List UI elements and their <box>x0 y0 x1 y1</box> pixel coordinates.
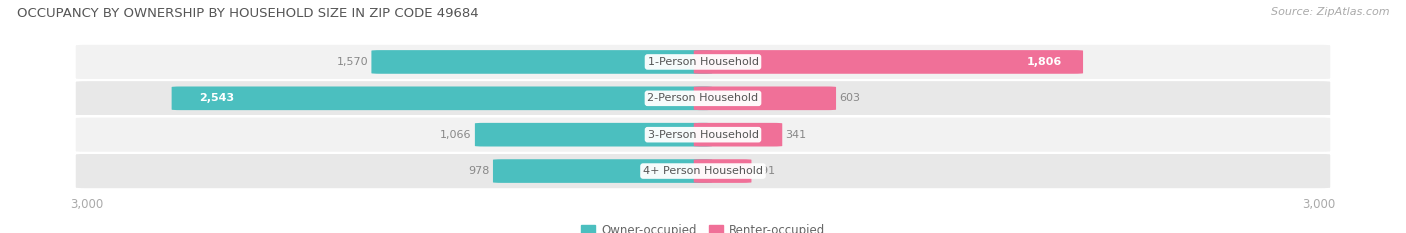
FancyBboxPatch shape <box>75 153 1331 189</box>
Text: 978: 978 <box>468 166 489 176</box>
FancyBboxPatch shape <box>75 116 1331 153</box>
Text: 1,806: 1,806 <box>1026 57 1062 67</box>
Legend: Owner-occupied, Renter-occupied: Owner-occupied, Renter-occupied <box>576 219 830 233</box>
Text: 3-Person Household: 3-Person Household <box>648 130 758 140</box>
FancyBboxPatch shape <box>75 80 1331 116</box>
FancyBboxPatch shape <box>475 123 713 147</box>
Text: OCCUPANCY BY OWNERSHIP BY HOUSEHOLD SIZE IN ZIP CODE 49684: OCCUPANCY BY OWNERSHIP BY HOUSEHOLD SIZE… <box>17 7 478 20</box>
Text: 341: 341 <box>786 130 807 140</box>
FancyBboxPatch shape <box>172 86 713 110</box>
Text: 1,570: 1,570 <box>336 57 368 67</box>
FancyBboxPatch shape <box>693 86 837 110</box>
Text: 603: 603 <box>839 93 860 103</box>
Text: 2,543: 2,543 <box>200 93 235 103</box>
FancyBboxPatch shape <box>371 50 713 74</box>
Text: 1,066: 1,066 <box>440 130 472 140</box>
FancyBboxPatch shape <box>693 159 751 183</box>
Text: 1-Person Household: 1-Person Household <box>648 57 758 67</box>
FancyBboxPatch shape <box>75 44 1331 80</box>
Text: Source: ZipAtlas.com: Source: ZipAtlas.com <box>1271 7 1389 17</box>
Text: 191: 191 <box>755 166 776 176</box>
FancyBboxPatch shape <box>693 123 782 147</box>
Text: 2-Person Household: 2-Person Household <box>647 93 759 103</box>
Text: 4+ Person Household: 4+ Person Household <box>643 166 763 176</box>
FancyBboxPatch shape <box>693 50 1083 74</box>
FancyBboxPatch shape <box>494 159 713 183</box>
